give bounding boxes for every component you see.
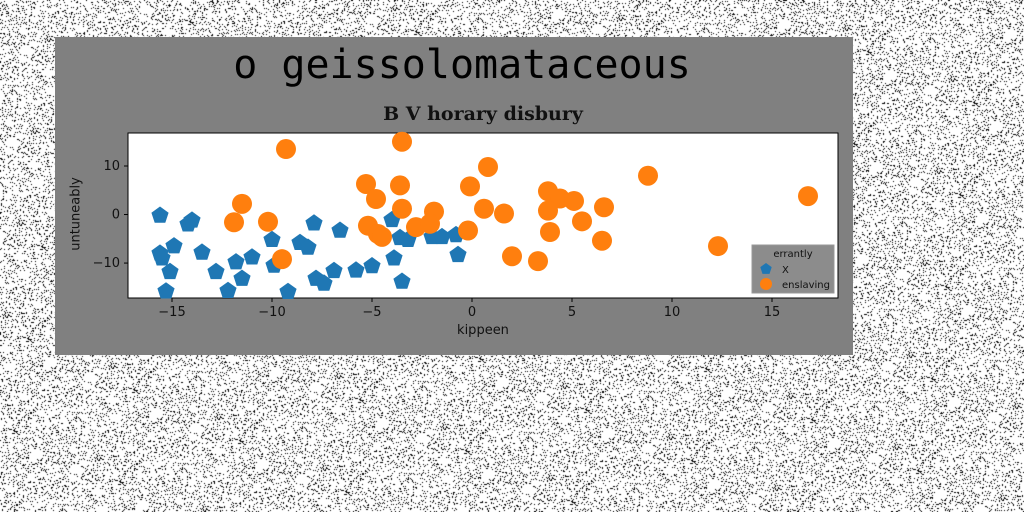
data-point (153, 249, 171, 266)
data-point (594, 197, 614, 218)
data-point (299, 238, 317, 255)
data-point (305, 214, 323, 231)
legend-label: X (782, 265, 789, 276)
data-point (494, 203, 514, 224)
data-point (372, 226, 392, 247)
data-point (279, 282, 297, 299)
data-point (193, 243, 211, 260)
x-axis-label: kippeen (457, 323, 509, 338)
legend-marker (760, 278, 772, 290)
data-point (331, 221, 349, 238)
data-point (219, 281, 237, 298)
data-point (638, 165, 658, 186)
data-point (232, 193, 252, 214)
data-point (207, 262, 225, 280)
data-point (502, 246, 522, 267)
data-point (243, 248, 261, 265)
data-point (392, 131, 412, 152)
data-point (592, 230, 612, 251)
data-point (572, 211, 592, 232)
data-point (276, 139, 296, 160)
chart-title: B V horary disbury (383, 103, 583, 125)
legend-label: enslaving (782, 280, 830, 291)
data-point (157, 282, 175, 299)
data-point (233, 269, 251, 286)
x-tick-label: 15 (764, 305, 781, 320)
x-tick-label: −10 (258, 305, 285, 320)
y-tick-label: 0 (112, 208, 120, 223)
data-point (392, 198, 412, 219)
data-point (315, 274, 333, 291)
data-point (538, 200, 558, 221)
y-tick-label: −10 (93, 256, 120, 271)
data-point (433, 227, 451, 245)
data-point (474, 198, 494, 219)
data-point (258, 211, 278, 232)
data-point (151, 206, 169, 223)
y-tick-label: 10 (103, 159, 120, 174)
legend-title: errantly (773, 249, 812, 260)
axis-ticks: −15 −10 −5 0 5 10 15 −10 0 10 (93, 159, 781, 320)
data-point (540, 222, 560, 242)
data-point (263, 230, 281, 247)
data-point (347, 261, 365, 278)
data-point (449, 245, 467, 263)
data-point (227, 253, 245, 270)
data-point (325, 261, 343, 279)
data-point (385, 249, 403, 266)
x-tick-label: 0 (468, 305, 476, 320)
data-point (363, 257, 381, 274)
data-point (478, 156, 498, 177)
x-tick-label: 5 (568, 305, 576, 320)
series-enslaving (224, 131, 818, 272)
data-point (798, 186, 818, 207)
data-point (528, 251, 548, 272)
data-point (366, 189, 386, 209)
figure-suptitle: o geissolomataceous (233, 42, 691, 88)
data-point (272, 249, 292, 270)
data-point (356, 173, 376, 194)
x-tick-label: 10 (664, 305, 681, 320)
data-point (564, 190, 584, 211)
data-point (458, 220, 478, 241)
data-point (161, 262, 179, 280)
data-point (165, 237, 183, 254)
data-point (393, 272, 411, 289)
x-tick-label: −15 (158, 305, 185, 320)
data-point (460, 176, 480, 197)
data-point (390, 175, 410, 196)
data-point (183, 211, 201, 228)
data-point (708, 236, 728, 257)
x-tick-label: −5 (362, 305, 381, 320)
data-points (151, 131, 818, 299)
data-point (420, 213, 440, 234)
legend-marker (760, 263, 772, 274)
data-point (224, 212, 244, 233)
